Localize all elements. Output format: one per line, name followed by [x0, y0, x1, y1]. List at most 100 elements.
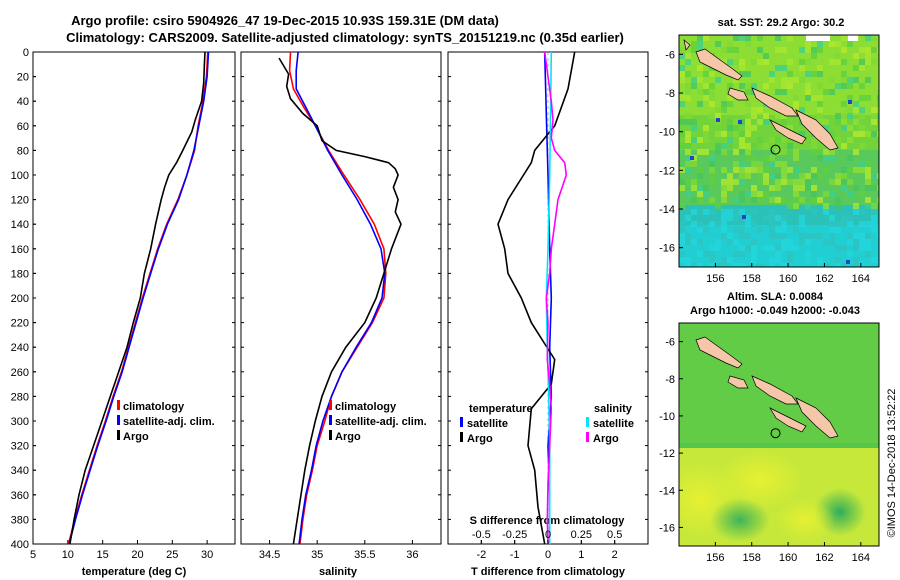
legend-label-satellite-s: satellite: [593, 418, 634, 430]
island-bougainville: [695, 48, 743, 81]
legend-label-argo: Argo: [123, 431, 149, 443]
legend-swatch-satellite: [329, 415, 332, 425]
x-tick-label: 2: [612, 549, 618, 561]
sst-map-panel: sat. SST: 29.2 Argo: 30.2: [659, 17, 880, 285]
sst-map-frame: [678, 34, 880, 268]
depth-tick-label: 240: [11, 342, 29, 354]
depth-axis: 0 20 40 60 80 100 120 140 160 180 200 220 240 260 280 3…: [11, 47, 36, 551]
salinity-x-label: salinity: [319, 566, 358, 578]
island-bougainville-2: [695, 336, 743, 369]
depth-tick-label: 320: [11, 441, 29, 453]
sla-map-frame: [678, 322, 880, 547]
x-tick-label: -2: [476, 549, 486, 561]
difference-legend-salinity: salinity satellite Argo: [586, 403, 634, 445]
legend-label-argo-t: Argo: [467, 433, 493, 445]
map-x-tick-label: 162: [815, 552, 833, 564]
island-guadalcanal-2: [769, 407, 807, 433]
sla-map-axes: 156 158 160 162 164 -6 -8 -10 -12 -14 -16: [659, 337, 870, 564]
map-y-tick-label: -14: [659, 204, 675, 216]
sst-map-axes: 156 158 160 162 164 -6 -8 -10 -12 -14 -16: [659, 49, 870, 285]
difference-legend-temperature: temperature satellite Argo: [460, 403, 533, 445]
depth-tick-label: 180: [11, 268, 29, 280]
map-y-tick-label: -6: [665, 337, 675, 349]
map-y-tick-label: -12: [659, 448, 675, 460]
depth-tick-label: 60: [17, 121, 29, 133]
difference-panel: T difference from climatology S differen…: [447, 51, 649, 578]
temperature-legend: climatology satellite-adj. clim. Argo: [117, 400, 215, 443]
map-y-tick-label: -12: [659, 165, 675, 177]
map-x-tick-label: 162: [815, 273, 833, 285]
depth-tick-label: 220: [11, 318, 29, 330]
x-tick-label: 0: [545, 549, 551, 561]
depth-tick-label: 160: [11, 244, 29, 256]
legend-swatch-climatology: [329, 400, 332, 410]
map-y-tick-label: -14: [659, 485, 675, 497]
depth-tick-label: 140: [11, 219, 29, 231]
x-tick-label: 25: [166, 549, 178, 561]
island-santa-isabel-2: [751, 375, 799, 405]
legend-swatch-satellite-s: [586, 417, 589, 427]
s-diff-tick-label: -0.5: [472, 529, 491, 541]
series-line-satellite: [68, 51, 210, 545]
x-tick-label: 15: [97, 549, 109, 561]
map-x-tick-label: 164: [852, 273, 870, 285]
legend-label-argo: Argo: [335, 431, 361, 443]
legend-label-satellite: satellite-adj. clim.: [335, 416, 427, 428]
map-x-tick-label: 158: [743, 273, 761, 285]
legend-swatch-argo: [117, 430, 120, 440]
map-y-tick-label: -6: [665, 49, 675, 61]
depth-tick-label: 300: [11, 416, 29, 428]
island-malaita-2: [795, 397, 839, 439]
legend-title-salinity: salinity: [594, 403, 633, 415]
legend-label-climatology: climatology: [123, 401, 185, 413]
s-diff-tick-label: -0.25: [502, 529, 527, 541]
map-x-tick-label: 156: [706, 552, 724, 564]
map-x-tick-label: 158: [743, 552, 761, 564]
map-y-tick-label: -8: [665, 374, 675, 386]
series-line-argo: [278, 57, 402, 545]
x-tick-label: 10: [62, 549, 74, 561]
x-tick-label: 35.5: [354, 549, 375, 561]
x-tick-label: 34.5: [259, 549, 280, 561]
sla-map-subtitle: Argo h1000: -0.049 h2000: -0.043: [690, 305, 860, 317]
series-line-satellite_s: [545, 51, 553, 544]
legend-swatch-satellite-t: [460, 417, 463, 427]
map-x-tick-label: 160: [779, 552, 797, 564]
salinity-panel: salinity 34.5 35 35.5 36 climatology satell…: [240, 51, 442, 578]
x-tick-label: -1: [510, 549, 520, 561]
sla-heatmap: [679, 323, 879, 546]
temperature-x-label: temperature (deg C): [82, 566, 187, 578]
legend-swatch-argo-t: [460, 432, 463, 442]
depth-tick-label: 360: [11, 490, 29, 502]
s-diff-tick-label: 0.25: [571, 529, 592, 541]
map-y-tick-label: -10: [659, 127, 675, 139]
sst-map-title: sat. SST: 29.2 Argo: 30.2: [718, 17, 845, 29]
legend-label-argo-s: Argo: [593, 433, 619, 445]
island-santa-isabel: [751, 87, 799, 117]
s-diff-tick-label: 0.5: [607, 529, 622, 541]
depth-tick-label: 280: [11, 391, 29, 403]
title-line-1: Argo profile: csiro 5904926_47 19-Dec-20…: [71, 13, 499, 28]
argo-position-marker: [770, 144, 781, 155]
depth-tick-label: 120: [11, 195, 29, 207]
series-line-argo: [497, 51, 576, 545]
x-tick-label: 35: [311, 549, 323, 561]
map-x-tick-label: 156: [706, 273, 724, 285]
s-diff-tick-label: 0: [545, 529, 551, 541]
depth-tick-label: 40: [17, 96, 29, 108]
legend-swatch-satellite: [117, 415, 120, 425]
depth-tick-label: 80: [17, 145, 29, 157]
temperature-panel: temperature (deg C) 5 10 15 20 25 30 climatol…: [30, 51, 236, 578]
legend-title-temperature: temperature: [469, 403, 533, 415]
series-line-argo: [69, 51, 206, 545]
salinity-plot-frame: [240, 51, 442, 545]
argo-position-marker: [770, 428, 781, 439]
map-y-tick-label: -8: [665, 88, 675, 100]
depth-tick-label: 200: [11, 293, 29, 305]
depth-tick-label: 100: [11, 170, 29, 182]
depth-tick-label: 380: [11, 514, 29, 526]
island-guadalcanal: [769, 119, 807, 145]
map-y-tick-label: -10: [659, 411, 675, 423]
depth-tick-label: 260: [11, 367, 29, 379]
